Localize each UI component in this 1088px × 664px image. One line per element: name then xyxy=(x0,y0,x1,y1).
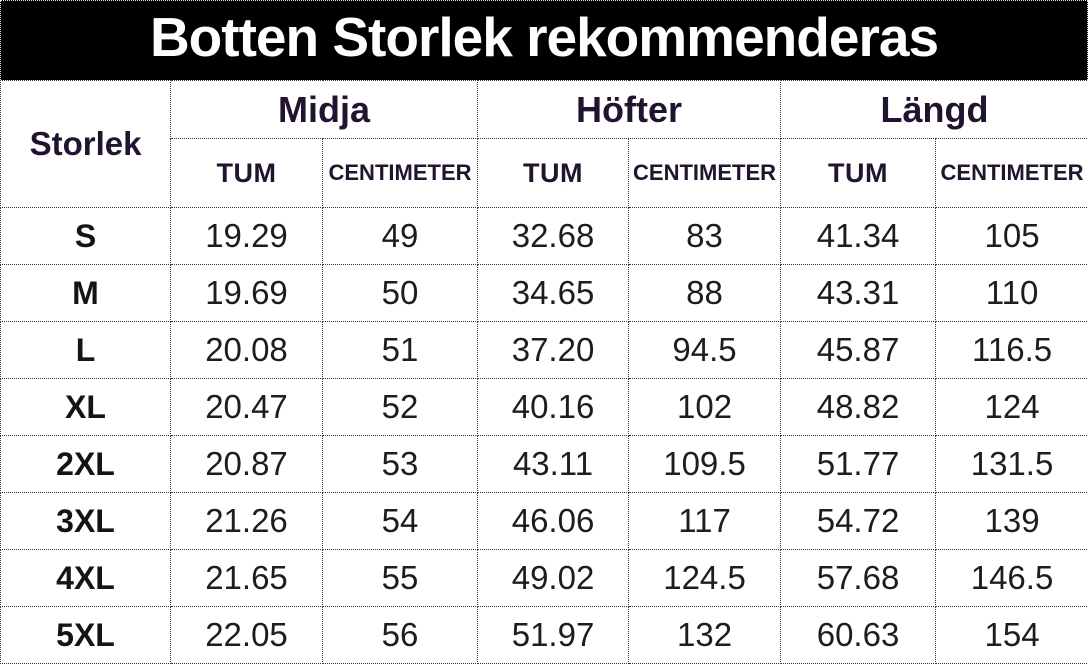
value-cell: 54.72 xyxy=(780,492,937,550)
value-cell: 46.06 xyxy=(477,492,630,550)
unit-header-langd-tum: TUM xyxy=(780,138,937,208)
value-cell: 41.34 xyxy=(780,207,937,265)
group-header-row: Storlek Midja Höfter Längd xyxy=(0,80,1088,208)
value-cell: 139 xyxy=(935,492,1088,550)
value-cell: 43.11 xyxy=(477,435,630,493)
value-cell: 94.5 xyxy=(628,321,782,379)
header-midja: Midja xyxy=(169,80,479,139)
value-cell: 88 xyxy=(628,264,782,322)
value-cell: 19.69 xyxy=(170,264,323,322)
table-row: S 19.29 49 32.68 83 41.34 105 xyxy=(0,207,1088,265)
value-cell: 43.31 xyxy=(780,264,937,322)
value-cell: 51.97 xyxy=(477,606,630,664)
value-cell: 49 xyxy=(321,207,479,265)
unit-header-hofter-tum: TUM xyxy=(477,138,630,208)
size-cell: 5XL xyxy=(0,606,171,664)
value-cell: 105 xyxy=(935,207,1088,265)
value-cell: 20.87 xyxy=(170,435,323,493)
value-cell: 124.5 xyxy=(628,549,782,607)
value-cell: 116.5 xyxy=(935,321,1088,379)
header-storlek: Storlek xyxy=(0,80,171,208)
unit-header-langd-cm: CENTIMETER xyxy=(935,138,1088,208)
table-row: 2XL 20.87 53 43.11 109.5 51.77 131.5 xyxy=(0,435,1088,493)
value-cell: 51.77 xyxy=(780,435,937,493)
value-cell: 32.68 xyxy=(477,207,630,265)
value-cell: 53 xyxy=(321,435,479,493)
size-cell: XL xyxy=(0,378,171,436)
value-cell: 124 xyxy=(935,378,1088,436)
value-cell: 110 xyxy=(935,264,1088,322)
size-table: Storlek Midja Höfter Längd TUM CENTIMETE… xyxy=(0,80,1088,664)
value-cell: 83 xyxy=(628,207,782,265)
value-cell: 60.63 xyxy=(780,606,937,664)
value-cell: 117 xyxy=(628,492,782,550)
value-cell: 49.02 xyxy=(477,549,630,607)
size-cell: 3XL xyxy=(0,492,171,550)
value-cell: 45.87 xyxy=(780,321,937,379)
value-cell: 132 xyxy=(628,606,782,664)
value-cell: 131.5 xyxy=(935,435,1088,493)
value-cell: 56 xyxy=(321,606,479,664)
table-row: L 20.08 51 37.20 94.5 45.87 116.5 xyxy=(0,321,1088,379)
table-row: 5XL 22.05 56 51.97 132 60.63 154 xyxy=(0,606,1088,664)
unit-header-midja-cm: CENTIMETER xyxy=(321,138,479,208)
value-cell: 37.20 xyxy=(477,321,630,379)
value-cell: 19.29 xyxy=(170,207,323,265)
page-title: Botten Storlek rekommenderas xyxy=(149,6,939,68)
value-cell: 34.65 xyxy=(477,264,630,322)
value-cell: 20.08 xyxy=(170,321,323,379)
table-row: 3XL 21.26 54 46.06 117 54.72 139 xyxy=(0,492,1088,550)
size-cell: 4XL xyxy=(0,549,171,607)
header-hofter: Höfter xyxy=(477,80,782,139)
size-cell: M xyxy=(0,264,171,322)
value-cell: 22.05 xyxy=(170,606,323,664)
title-bar: Botten Storlek rekommenderas xyxy=(0,0,1088,80)
value-cell: 146.5 xyxy=(935,549,1088,607)
size-cell: S xyxy=(0,207,171,265)
value-cell: 50 xyxy=(321,264,479,322)
value-cell: 20.47 xyxy=(170,378,323,436)
unit-header-row: TUM CENTIMETER TUM CENTIMETER TUM CENTIM… xyxy=(1,138,1088,208)
value-cell: 102 xyxy=(628,378,782,436)
value-cell: 51 xyxy=(321,321,479,379)
value-cell: 55 xyxy=(321,549,479,607)
unit-header-hofter-cm: CENTIMETER xyxy=(628,138,782,208)
table-row: XL 20.47 52 40.16 102 48.82 124 xyxy=(0,378,1088,436)
value-cell: 40.16 xyxy=(477,378,630,436)
value-cell: 21.26 xyxy=(170,492,323,550)
value-cell: 154 xyxy=(935,606,1088,664)
value-cell: 52 xyxy=(321,378,479,436)
value-cell: 54 xyxy=(321,492,479,550)
size-cell: 2XL xyxy=(0,435,171,493)
header-langd: Längd xyxy=(780,80,1088,139)
value-cell: 21.65 xyxy=(170,549,323,607)
table-row: M 19.69 50 34.65 88 43.31 110 xyxy=(0,264,1088,322)
value-cell: 57.68 xyxy=(780,549,937,607)
value-cell: 48.82 xyxy=(780,378,937,436)
value-cell: 109.5 xyxy=(628,435,782,493)
size-cell: L xyxy=(0,321,171,379)
table-row: 4XL 21.65 55 49.02 124.5 57.68 146.5 xyxy=(0,549,1088,607)
unit-header-midja-tum: TUM xyxy=(170,138,323,208)
